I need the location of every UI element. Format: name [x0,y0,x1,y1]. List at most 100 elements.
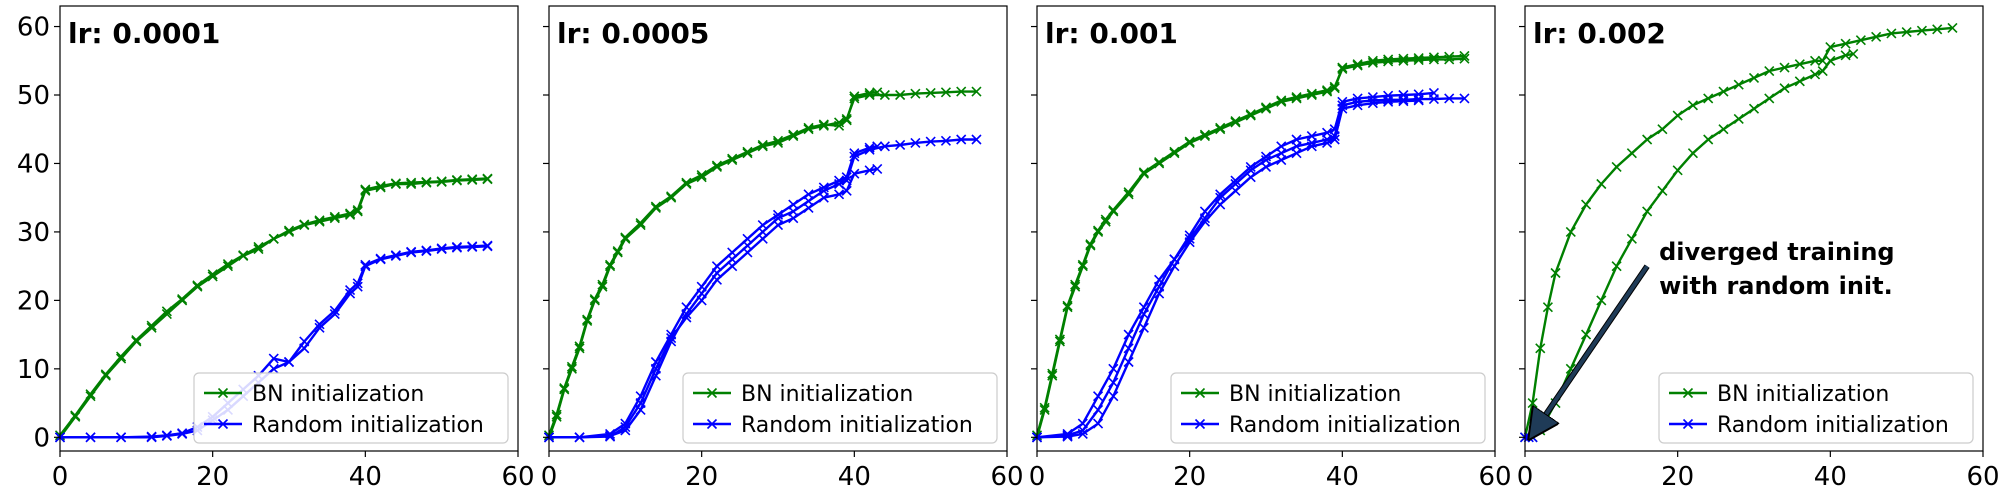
data-point-marker [1825,42,1836,53]
data-point-marker [406,177,417,188]
data-point-marker [436,243,447,254]
data-point-marker [1367,98,1378,109]
data-point-marker [956,134,967,145]
data-point-marker [1817,65,1828,77]
data-point-marker [1383,56,1394,67]
legend-swatch-marker [1682,418,1694,430]
data-point-marker [451,174,462,185]
data-point-marker [788,213,799,224]
data-point-marker [650,363,661,374]
x-tick-label: 0 [1517,462,1534,492]
data-point-marker [421,245,432,256]
data-point-marker [1077,259,1088,270]
data-point-marker [589,293,600,305]
data-point-marker [1199,206,1210,217]
data-point-marker [666,191,677,202]
axes-frame [1524,5,1984,452]
series-random-run-4 [1031,87,1439,443]
data-point-marker [910,137,921,148]
data-point-marker [1154,288,1165,299]
x-tick-label: 60 [1966,462,1999,492]
data-point-marker [1276,154,1287,166]
data-point-marker [879,89,890,101]
data-point-marker [1932,24,1943,35]
series-random-run-5 [1031,95,1424,443]
data-point-marker [1840,38,1851,49]
data-point-marker [818,120,829,131]
x-tick-label: 20 [685,462,718,492]
legend-swatch-marker [1194,387,1206,399]
data-point-marker [146,320,157,331]
data-point-marker [146,431,157,442]
data-point-marker [879,141,890,152]
data-point-marker [803,202,814,214]
data-point-marker [1840,50,1851,61]
data-point-marker [1245,172,1256,183]
data-point-marker [925,136,936,147]
legend-swatch-marker [217,387,229,399]
y-tick-label: 40 [17,149,50,179]
data-point-marker [1245,161,1256,172]
data-point-marker [803,122,814,133]
data-point-marker [1184,136,1195,147]
data-point-marker [772,220,784,231]
data-point-marker [666,329,677,340]
data-point-marker [574,341,585,352]
y-tick-label: 30 [17,218,50,248]
data-point-marker [1184,237,1195,248]
data-point-marker [1398,96,1409,107]
data-point-marker [1276,95,1287,106]
data-point-marker [1764,93,1775,104]
data-point-marker [329,211,340,222]
data-point-marker [711,274,722,285]
data-point-marker [1779,62,1790,73]
data-point-marker [1703,93,1714,104]
data-point-marker [849,168,860,179]
x-tick-label: 60 [501,462,534,492]
x-tick-label: 0 [541,462,558,492]
data-point-marker [1581,199,1592,210]
data-point-marker [742,247,753,258]
data-point-marker [1855,35,1866,46]
data-point-marker [1626,233,1637,244]
series-bn-run-2 [1031,53,1470,441]
data-point-marker [1542,302,1553,313]
data-point-marker [597,279,608,290]
data-point-marker [1817,55,1828,66]
data-point-marker [681,177,692,188]
data-point-marker [757,220,768,231]
data-point-marker [207,269,218,280]
data-point-marker [85,432,96,443]
data-point-marker [482,173,493,184]
data-point-marker [1215,122,1226,133]
data-point-marker [1047,368,1058,379]
data-point-marker [283,356,295,368]
data-point-marker [1535,343,1546,354]
data-point-marker [1581,329,1592,340]
data-point-marker [1093,418,1104,429]
data-point-marker [1093,391,1104,402]
data-point-marker [849,91,860,102]
data-point-marker [238,250,249,261]
legend-label: Random initialization [252,413,484,438]
data-point-marker [1108,377,1119,388]
data-point-marker [390,250,401,261]
data-point-marker [161,306,172,317]
data-point-marker [818,119,829,130]
data-point-marker [85,389,96,400]
data-point-marker [1779,83,1790,94]
data-point-marker [1260,161,1272,172]
data-point-marker [895,139,906,151]
data-point-marker [940,87,951,98]
data-point-marker [1123,329,1134,340]
data-point-marker [345,208,356,219]
data-point-marker [1901,26,1912,38]
series-line [549,138,977,439]
data-point-marker [1138,322,1149,333]
data-point-marker [635,220,646,231]
data-point-marker [1039,402,1050,413]
data-point-marker [1810,69,1821,80]
legend-label: BN initialization [252,382,424,407]
x-tick-label: 60 [990,462,1023,492]
data-point-marker [1169,146,1180,157]
